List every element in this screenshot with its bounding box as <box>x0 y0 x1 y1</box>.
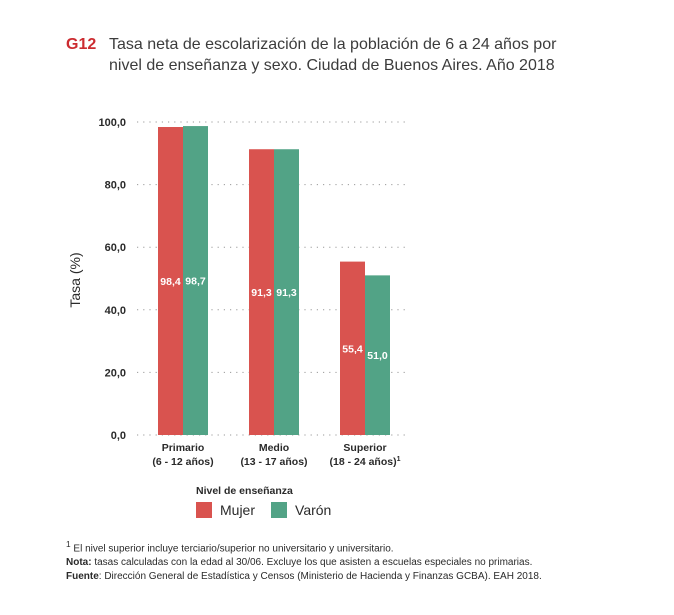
data-label: 55,4 <box>342 343 363 355</box>
bar-mujer-2 <box>249 149 274 435</box>
x-axis-categories: Primario (6 - 12 años) Medio (13 - 17 años)… <box>152 442 400 468</box>
bar-varn-1 <box>183 126 208 435</box>
y-tick-label: 40,0 <box>105 305 126 317</box>
bar-mujer-1 <box>158 127 183 436</box>
data-label: 98,4 <box>160 276 181 288</box>
x-tick-sublabel: (13 - 17 años) <box>240 456 307 468</box>
chart-title-line-1: Tasa neta de escolarización de la poblac… <box>109 36 557 53</box>
nota-text: tasas calculadas con la edad al 30/06. E… <box>91 557 533 569</box>
legend-label-mujer: Mujer <box>220 502 256 518</box>
y-tick-label: 20,0 <box>105 367 126 379</box>
chart-code: G12 <box>66 36 97 53</box>
footnote-1: 1 El nivel superior incluye terciario/su… <box>66 537 666 556</box>
y-tick-label: 60,0 <box>105 242 126 254</box>
chart-title: Tasa neta de escolarización de la poblac… <box>109 34 629 76</box>
y-tick-label: 80,0 <box>105 180 126 192</box>
x-tick-sublabel: (18 - 24 años)1 <box>329 456 400 468</box>
data-label: 51,0 <box>367 350 388 362</box>
data-label: 98,7 <box>185 276 206 288</box>
x-axis-label: Nivel de enseñanza <box>196 485 293 497</box>
legend-item-mujer: Mujer <box>196 502 255 518</box>
x-tick-label: Medio <box>259 442 289 454</box>
y-tick-label: 100,0 <box>98 117 126 129</box>
legend: Mujer Varón <box>196 502 347 518</box>
y-axis-label: Tasa (%) <box>67 252 83 307</box>
x-tick-sublabel: (6 - 12 años) <box>152 456 213 468</box>
bar-varn-2 <box>274 149 299 435</box>
legend-item-varon: Varón <box>271 502 331 518</box>
fuente-label: Fuente <box>66 571 99 583</box>
nota-label: Nota: <box>66 557 92 569</box>
bars: 98,4 98,7 91,3 91,3 55,4 51,0 <box>158 126 390 436</box>
chart-title-line-2: nivel de enseñanza y sexo. Ciudad de Bue… <box>109 57 555 74</box>
bar-varn-3 <box>365 275 390 435</box>
footnote-1-text: El nivel superior incluye terciario/supe… <box>70 543 394 555</box>
x-tick-label: Superior <box>343 442 386 454</box>
footnote-1-mark: 1 <box>66 539 71 549</box>
data-label: 91,3 <box>251 287 272 299</box>
y-axis-ticks: 0,0 20,0 40,0 60,0 80,0 100,0 <box>98 117 126 442</box>
y-tick-label: 0,0 <box>111 430 126 442</box>
fuente-text: : Dirección General de Estadística y Cen… <box>98 571 542 583</box>
x-tick-label: Primario <box>162 442 205 454</box>
legend-label-varon: Varón <box>295 502 332 518</box>
footnote-nota: Nota: tasas calculadas con la edad al 30… <box>66 556 666 570</box>
x-tick-sup: 1 <box>397 456 401 463</box>
data-label: 91,3 <box>276 287 297 299</box>
footnote-fuente: Fuente: Dirección General de Estadística… <box>66 570 666 584</box>
legend-swatch-varon <box>271 502 288 518</box>
legend-swatch-mujer <box>196 502 212 518</box>
bar-mujer-3 <box>340 261 365 435</box>
footnotes: 1 El nivel superior incluye terciario/su… <box>66 537 666 584</box>
